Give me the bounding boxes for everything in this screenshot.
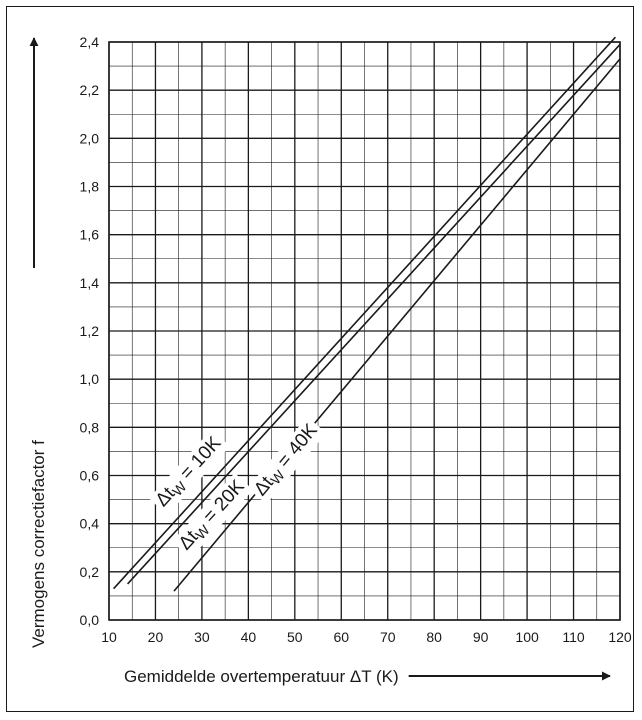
x-tick-label: 110 [562, 629, 585, 645]
y-tick-label: 0,6 [80, 468, 100, 484]
y-axis-title: Vermogens correctiefactor f [29, 440, 48, 648]
x-tick-labels: 10 20 30 40 50 60 70 80 90 100 110 120 [101, 629, 632, 645]
x-tick-label: 30 [194, 629, 210, 645]
y-tick-label: 1,8 [80, 179, 100, 195]
y-tick-label: 1,6 [80, 227, 100, 243]
x-tick-label: 50 [287, 629, 303, 645]
x-tick-label: 20 [148, 629, 164, 645]
y-tick-label: 2,0 [80, 130, 100, 146]
x-tick-label: 70 [380, 629, 396, 645]
y-tick-label: 0,2 [80, 564, 100, 580]
series-line-3 [173, 58, 621, 592]
series-label-background [172, 472, 254, 559]
series-label-background [148, 429, 230, 516]
y-tick-label: 2,2 [80, 82, 100, 98]
y-tick-labels: 0,0 0,2 0,4 0,6 0,8 1,0 1,2 1,4 1,6 1,8 2,0 2,2 2,4 [80, 34, 100, 628]
x-tick-label: 120 [608, 629, 632, 645]
y-tick-label: 0,0 [80, 612, 100, 628]
y-tick-label: 1,0 [80, 371, 100, 387]
y-tick-label: 0,8 [80, 419, 100, 435]
x-tick-label: 100 [515, 629, 539, 645]
series-label-3: ΔtW = 40K [250, 420, 323, 501]
x-tick-label: 80 [426, 629, 442, 645]
series-label-background [247, 416, 327, 505]
y-tick-label: 2,4 [80, 34, 100, 50]
series-line-2 [127, 43, 621, 585]
x-tick-label: 10 [101, 629, 117, 645]
x-axis-title: Gemiddelde overtemperatuur ΔT (K) [124, 667, 399, 686]
y-tick-label: 1,4 [80, 275, 100, 291]
x-tick-label: 90 [473, 629, 489, 645]
chart-frame [6, 6, 634, 712]
plot-border [108, 41, 621, 621]
y-tick-label: 1,2 [80, 323, 100, 339]
series-label-group-3: ΔtW = 40K [247, 416, 327, 505]
x-tick-label: 60 [333, 629, 349, 645]
x-tick-label: 40 [241, 629, 257, 645]
series-line-1 [113, 36, 616, 590]
series-lines [113, 36, 621, 592]
y-tick-label: 0,4 [80, 516, 100, 532]
